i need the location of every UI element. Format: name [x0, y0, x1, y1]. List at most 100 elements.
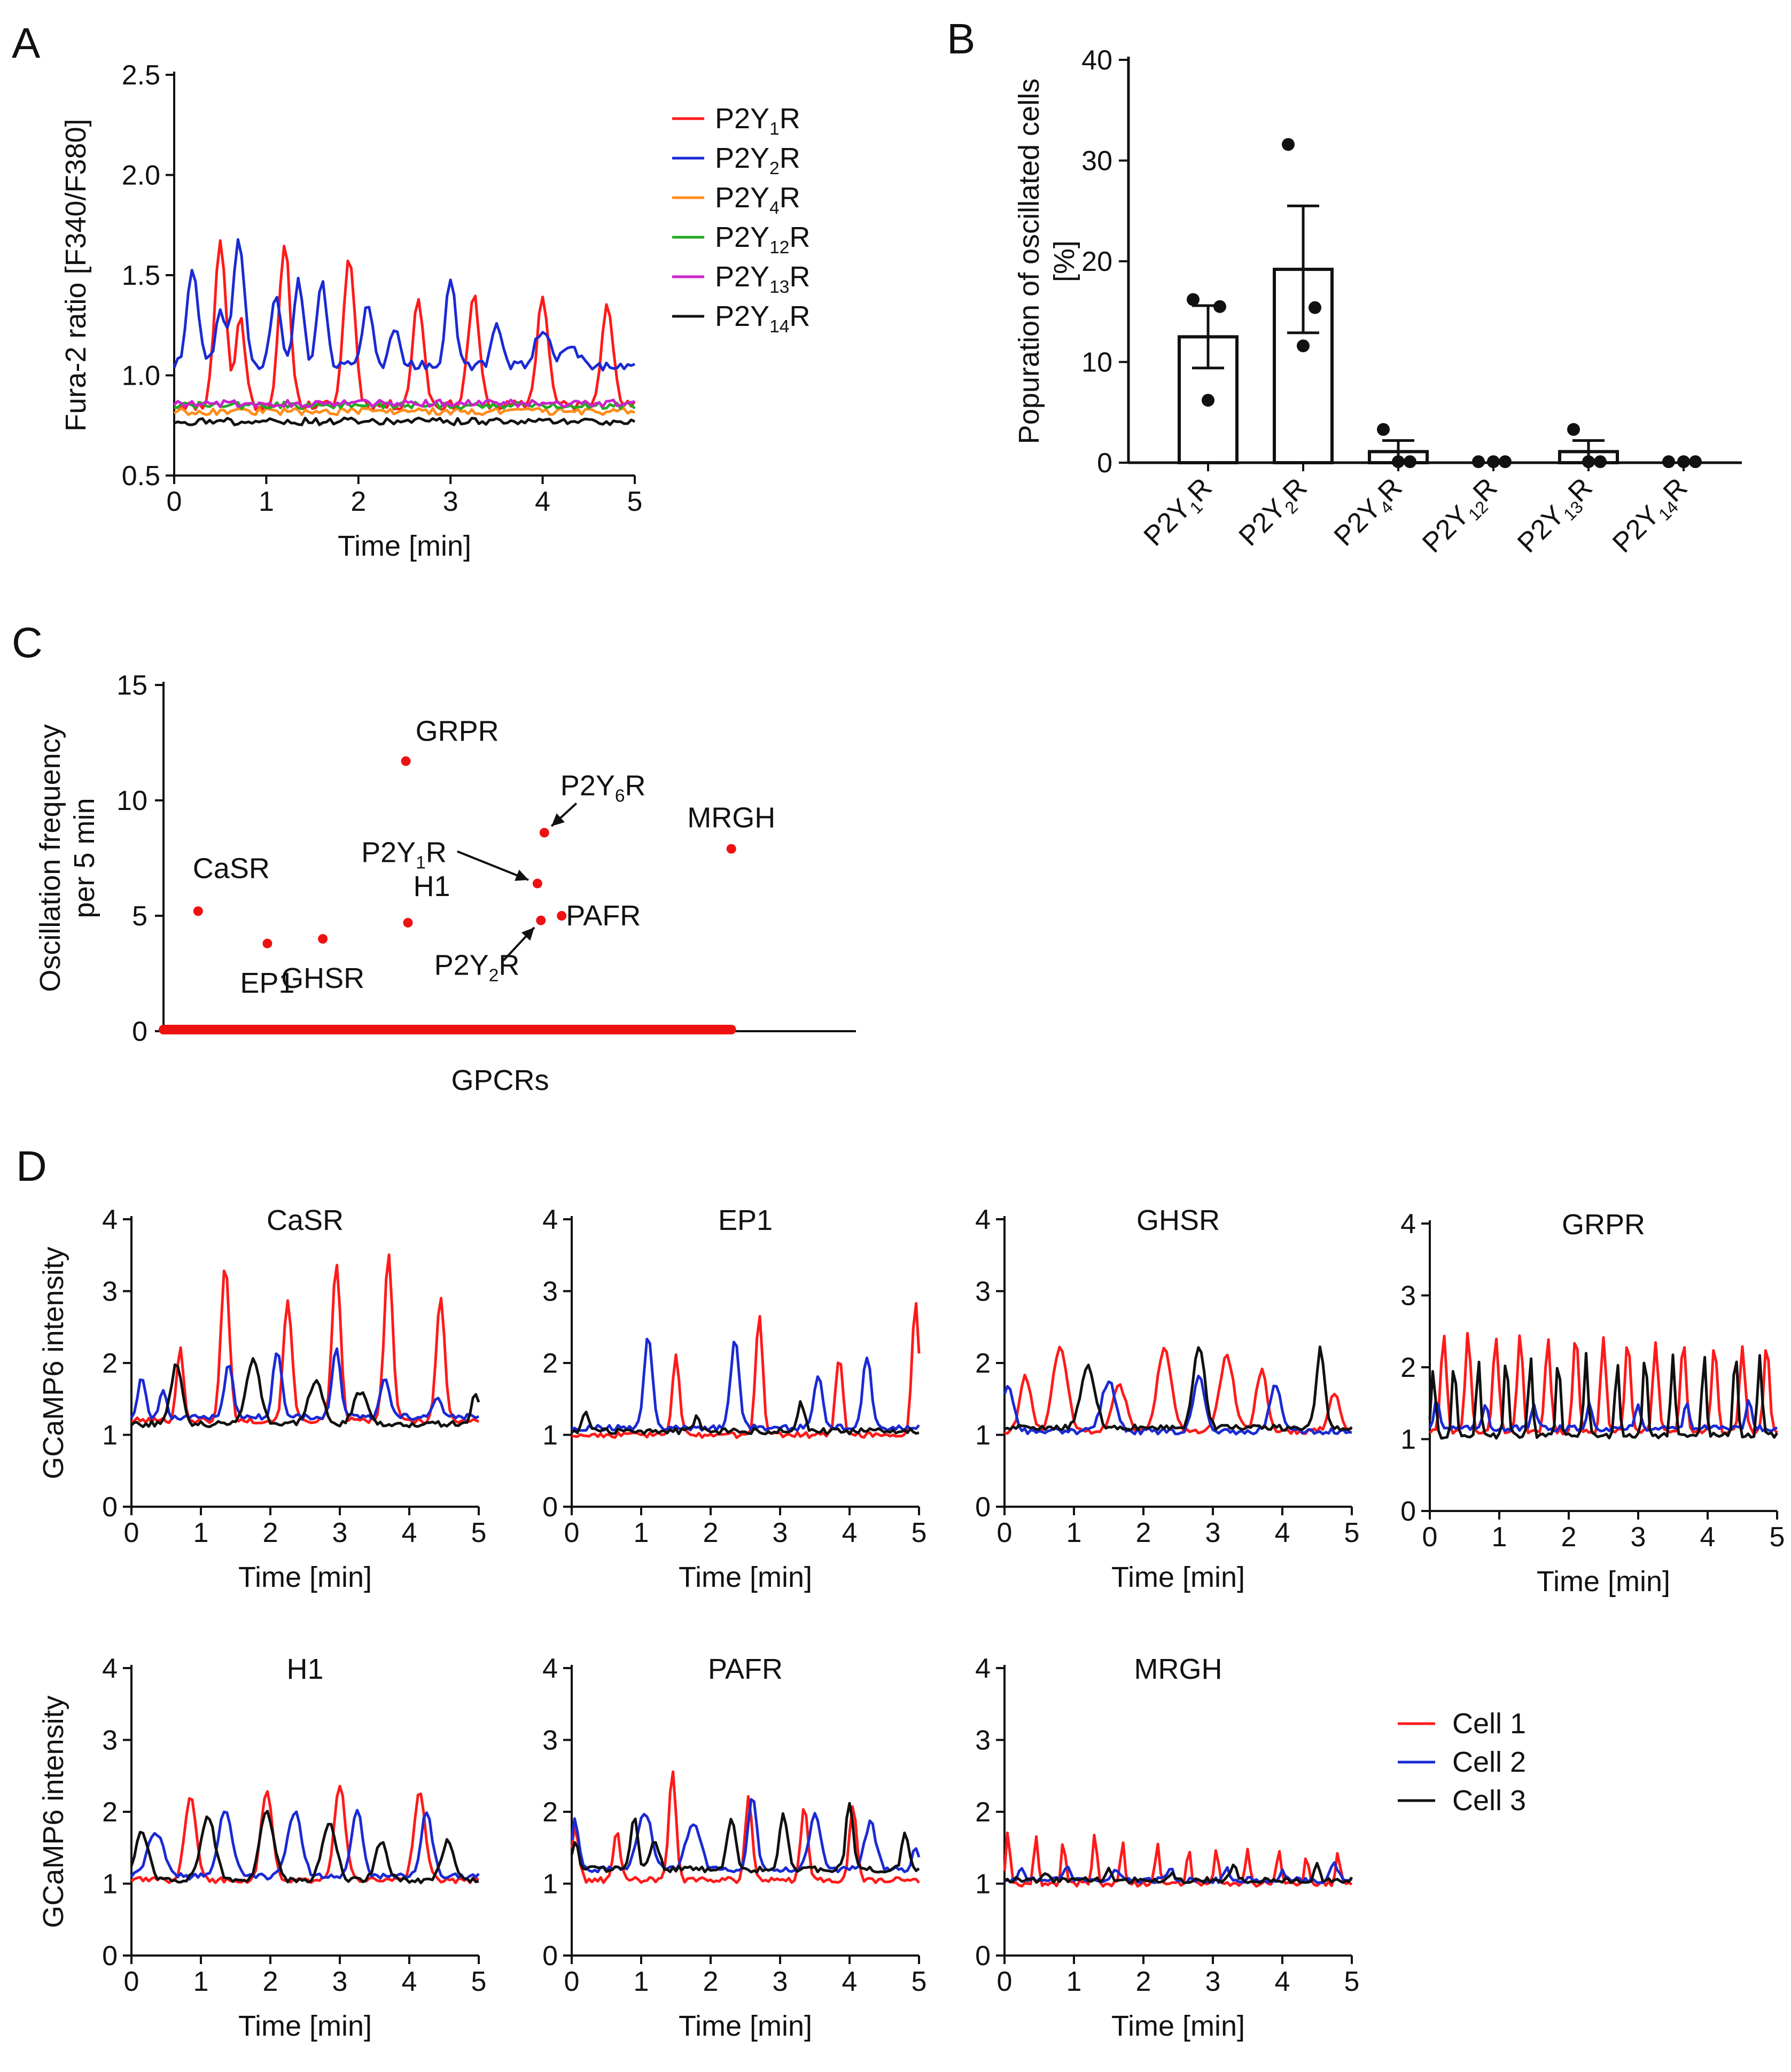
- panel-a-chart: 0.5 1.0 1.5 2.0 2.5 0 1 2 3 4 5 Time [min] Fura-2 ra…: [60, 60, 810, 562]
- d-series-line: [571, 1400, 920, 1436]
- c-point-h1: [403, 917, 413, 928]
- d-ytick-label: 4: [542, 1204, 558, 1235]
- panel-d-charts: 0 1 2 3 4 0 1 2 3 4 5 CaSR Time [min] GCaMP6 intensit…: [37, 1204, 1785, 2042]
- a-legend-label: P2Y14R: [715, 300, 810, 337]
- b-data-point: [1297, 339, 1310, 353]
- d-xlabel: Time [min]: [679, 2010, 812, 2042]
- c-point-grpr: [401, 756, 411, 766]
- panel-letter-b: B: [947, 15, 975, 63]
- a-xlabel: Time [min]: [338, 530, 471, 562]
- d-xtick-label: 4: [1700, 1522, 1716, 1553]
- d-series-line: [1428, 1352, 1779, 1440]
- d-xtick-label: 3: [1205, 1966, 1221, 1997]
- d-legend-label: Cell 1: [1452, 1708, 1526, 1740]
- b-data-point: [1689, 455, 1702, 469]
- d-xtick-label: 2: [703, 1966, 719, 1997]
- c-point-p2y2r: [536, 915, 546, 925]
- d-series-line: [570, 1770, 920, 1884]
- d-ytick-label: 0: [102, 1941, 118, 1972]
- b-data-point: [1404, 455, 1416, 469]
- d-xtick-label: 1: [1066, 1517, 1082, 1548]
- c-point-ep1: [262, 938, 272, 948]
- d-subplot-ghsr: 0 1 2 3 4 0 1 2 3 4 5 GHSR Time [min]: [975, 1204, 1359, 1593]
- d-xlabel: Time [min]: [1537, 1565, 1670, 1598]
- d-xtick-label: 0: [124, 1966, 139, 1997]
- b-ytick-label: 20: [1081, 246, 1112, 277]
- d-xtick-label: 1: [193, 1517, 209, 1548]
- d-ytick-label: 2: [975, 1348, 991, 1379]
- d-ytick-label: 0: [1400, 1496, 1416, 1527]
- d-series-line: [1004, 1345, 1353, 1432]
- d-subplot-title: GHSR: [1136, 1204, 1220, 1236]
- d-ytick-label: 2: [102, 1348, 118, 1379]
- d-series-line: [1428, 1399, 1778, 1432]
- c-ytick-label: 10: [116, 785, 147, 816]
- d-series-line: [1003, 1861, 1353, 1884]
- d-xtick-label: 2: [1136, 1517, 1151, 1548]
- d-subplot-title: H1: [286, 1653, 323, 1685]
- d-xtick-label: 5: [471, 1517, 487, 1548]
- a-ytick-label: 1.5: [122, 260, 160, 291]
- a-series-line: [174, 416, 636, 426]
- d-xtick-label: 1: [634, 1966, 649, 1997]
- d-ylabel: GCaMP6 intensity: [37, 1247, 69, 1479]
- a-legend-label: P2Y1R: [715, 103, 800, 139]
- b-data-point: [1582, 455, 1595, 469]
- d-xtick-label: 0: [124, 1517, 139, 1548]
- d-xtick-label: 2: [703, 1517, 719, 1548]
- d-legend-label: Cell 2: [1452, 1746, 1526, 1778]
- a-ylabel: Fura-2 ratio [F340/F380]: [60, 119, 92, 431]
- b-data-point: [1392, 455, 1405, 469]
- d-series-line: [570, 1798, 921, 1874]
- d-xtick-label: 4: [1275, 1517, 1290, 1548]
- d-ytick-label: 4: [102, 1653, 118, 1684]
- d-xtick-label: 3: [1631, 1522, 1646, 1553]
- a-ytick-label: 2.5: [122, 60, 160, 91]
- d-xtick-label: 2: [1136, 1966, 1151, 1997]
- d-ytick-label: 3: [1400, 1281, 1416, 1312]
- d-xtick-label: 4: [1275, 1966, 1290, 1997]
- d-ytick-label: 4: [1400, 1209, 1416, 1240]
- c-label-ep1: EP1: [240, 967, 294, 999]
- c-ylabel-line2: per 5 min: [68, 798, 100, 918]
- d-xtick-label: 4: [842, 1966, 858, 1997]
- d-ytick-label: 2: [542, 1348, 558, 1379]
- d-ytick-label: 0: [542, 1941, 558, 1972]
- c-point-p2y1r: [532, 878, 542, 889]
- d-subplot-casr: 0 1 2 3 4 0 1 2 3 4 5 CaSR Time [min] GCaMP6 intensit…: [37, 1204, 486, 1593]
- d-series-line: [130, 1809, 480, 1881]
- d-series-line: [1429, 1331, 1778, 1436]
- d-ytick-label: 3: [102, 1725, 118, 1756]
- d-xtick-label: 5: [471, 1966, 487, 1997]
- c-label-mrgh: MRGH: [687, 802, 775, 834]
- d-ytick-label: 3: [975, 1725, 991, 1756]
- b-data-point: [1567, 423, 1580, 436]
- c-arrow: [457, 850, 529, 881]
- d-xtick-label: 3: [773, 1966, 788, 1997]
- c-point-casr: [193, 906, 203, 916]
- d-ytick-label: 1: [542, 1869, 558, 1900]
- c-ytick-label: 15: [116, 670, 147, 701]
- panel-letter-c: C: [12, 619, 43, 666]
- c-point-p2y6r: [539, 828, 549, 838]
- d-xtick-label: 5: [912, 1966, 927, 1997]
- d-xtick-label: 2: [1561, 1522, 1577, 1553]
- a-xtick-label: 2: [351, 486, 366, 517]
- d-ytick-label: 3: [975, 1276, 991, 1307]
- c-point-pafr: [557, 911, 567, 921]
- d-xtick-label: 3: [332, 1517, 348, 1548]
- d-ytick-label: 4: [975, 1653, 991, 1684]
- b-data-point: [1187, 293, 1200, 306]
- c-label-grpr: GRPR: [416, 715, 499, 747]
- b-data-point: [1594, 455, 1607, 469]
- d-subplot-mrgh: 0 1 2 3 4 0 1 2 3 4 5 MRGH Time [min]: [975, 1653, 1359, 2042]
- a-xtick-label: 0: [167, 486, 182, 517]
- d-ylabel: GCaMP6 intensity: [37, 1695, 69, 1928]
- d-xtick-label: 1: [193, 1966, 209, 1997]
- a-legend-label: P2Y4R: [715, 182, 800, 218]
- d-xtick-label: 1: [1492, 1522, 1507, 1553]
- d-xtick-label: 3: [773, 1517, 788, 1548]
- b-ytick-label: 0: [1097, 448, 1112, 479]
- c-arrow-head: [521, 927, 535, 941]
- a-ytick-label: 0.5: [122, 461, 160, 492]
